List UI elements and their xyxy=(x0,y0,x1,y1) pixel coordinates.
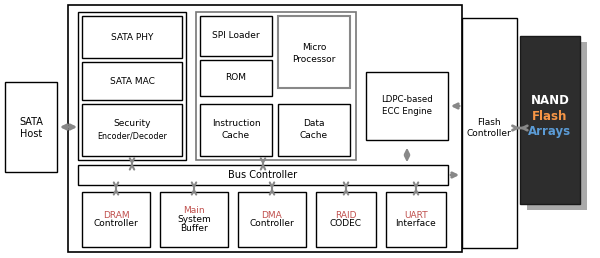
Bar xyxy=(386,192,446,247)
Text: Controller: Controller xyxy=(94,220,139,229)
Text: Security: Security xyxy=(113,119,151,128)
Bar xyxy=(78,12,186,160)
Bar xyxy=(160,192,228,247)
Bar xyxy=(200,60,272,96)
Text: System: System xyxy=(177,215,211,224)
Bar xyxy=(238,192,306,247)
Text: Instruction: Instruction xyxy=(212,119,260,128)
Text: Bus Controller: Bus Controller xyxy=(229,170,298,180)
Bar xyxy=(200,104,272,156)
Bar xyxy=(5,82,57,172)
Text: SATA: SATA xyxy=(19,117,43,127)
Text: DMA: DMA xyxy=(262,211,283,220)
Text: ROM: ROM xyxy=(226,74,247,83)
Text: NAND: NAND xyxy=(530,93,569,107)
Text: ECC Engine: ECC Engine xyxy=(382,108,432,117)
Text: Interface: Interface xyxy=(395,220,436,229)
Text: Micro: Micro xyxy=(302,44,326,52)
Text: Flash: Flash xyxy=(532,109,568,123)
Text: DRAM: DRAM xyxy=(103,211,130,220)
Bar xyxy=(366,72,448,140)
Bar xyxy=(278,16,350,88)
Text: Data: Data xyxy=(303,119,325,128)
Bar xyxy=(78,165,448,185)
Bar xyxy=(200,16,272,56)
Text: RAID: RAID xyxy=(335,211,357,220)
Text: LDPC-based: LDPC-based xyxy=(381,95,433,104)
Text: Cache: Cache xyxy=(300,132,328,141)
Bar xyxy=(68,5,462,252)
Bar xyxy=(82,62,182,100)
Text: Arrays: Arrays xyxy=(529,125,572,139)
Bar xyxy=(316,192,376,247)
Text: Buffer: Buffer xyxy=(180,224,208,233)
Text: UART: UART xyxy=(404,211,428,220)
Text: SATA PHY: SATA PHY xyxy=(111,33,153,42)
Bar xyxy=(462,18,517,248)
Text: Main: Main xyxy=(183,206,205,215)
Text: Cache: Cache xyxy=(222,132,250,141)
Bar xyxy=(82,192,150,247)
Text: Controller: Controller xyxy=(250,220,295,229)
Text: Host: Host xyxy=(20,129,42,139)
Text: SATA MAC: SATA MAC xyxy=(110,77,154,85)
Text: Processor: Processor xyxy=(292,55,335,64)
Bar xyxy=(278,104,350,156)
Bar xyxy=(527,42,587,210)
Text: CODEC: CODEC xyxy=(330,220,362,229)
Text: SPI Loader: SPI Loader xyxy=(212,31,260,41)
Text: Flash
Controller: Flash Controller xyxy=(467,118,511,138)
Bar xyxy=(82,16,182,58)
Text: Encoder/Decoder: Encoder/Decoder xyxy=(97,132,167,141)
Bar xyxy=(196,12,356,160)
Bar xyxy=(520,36,580,204)
Bar xyxy=(82,104,182,156)
